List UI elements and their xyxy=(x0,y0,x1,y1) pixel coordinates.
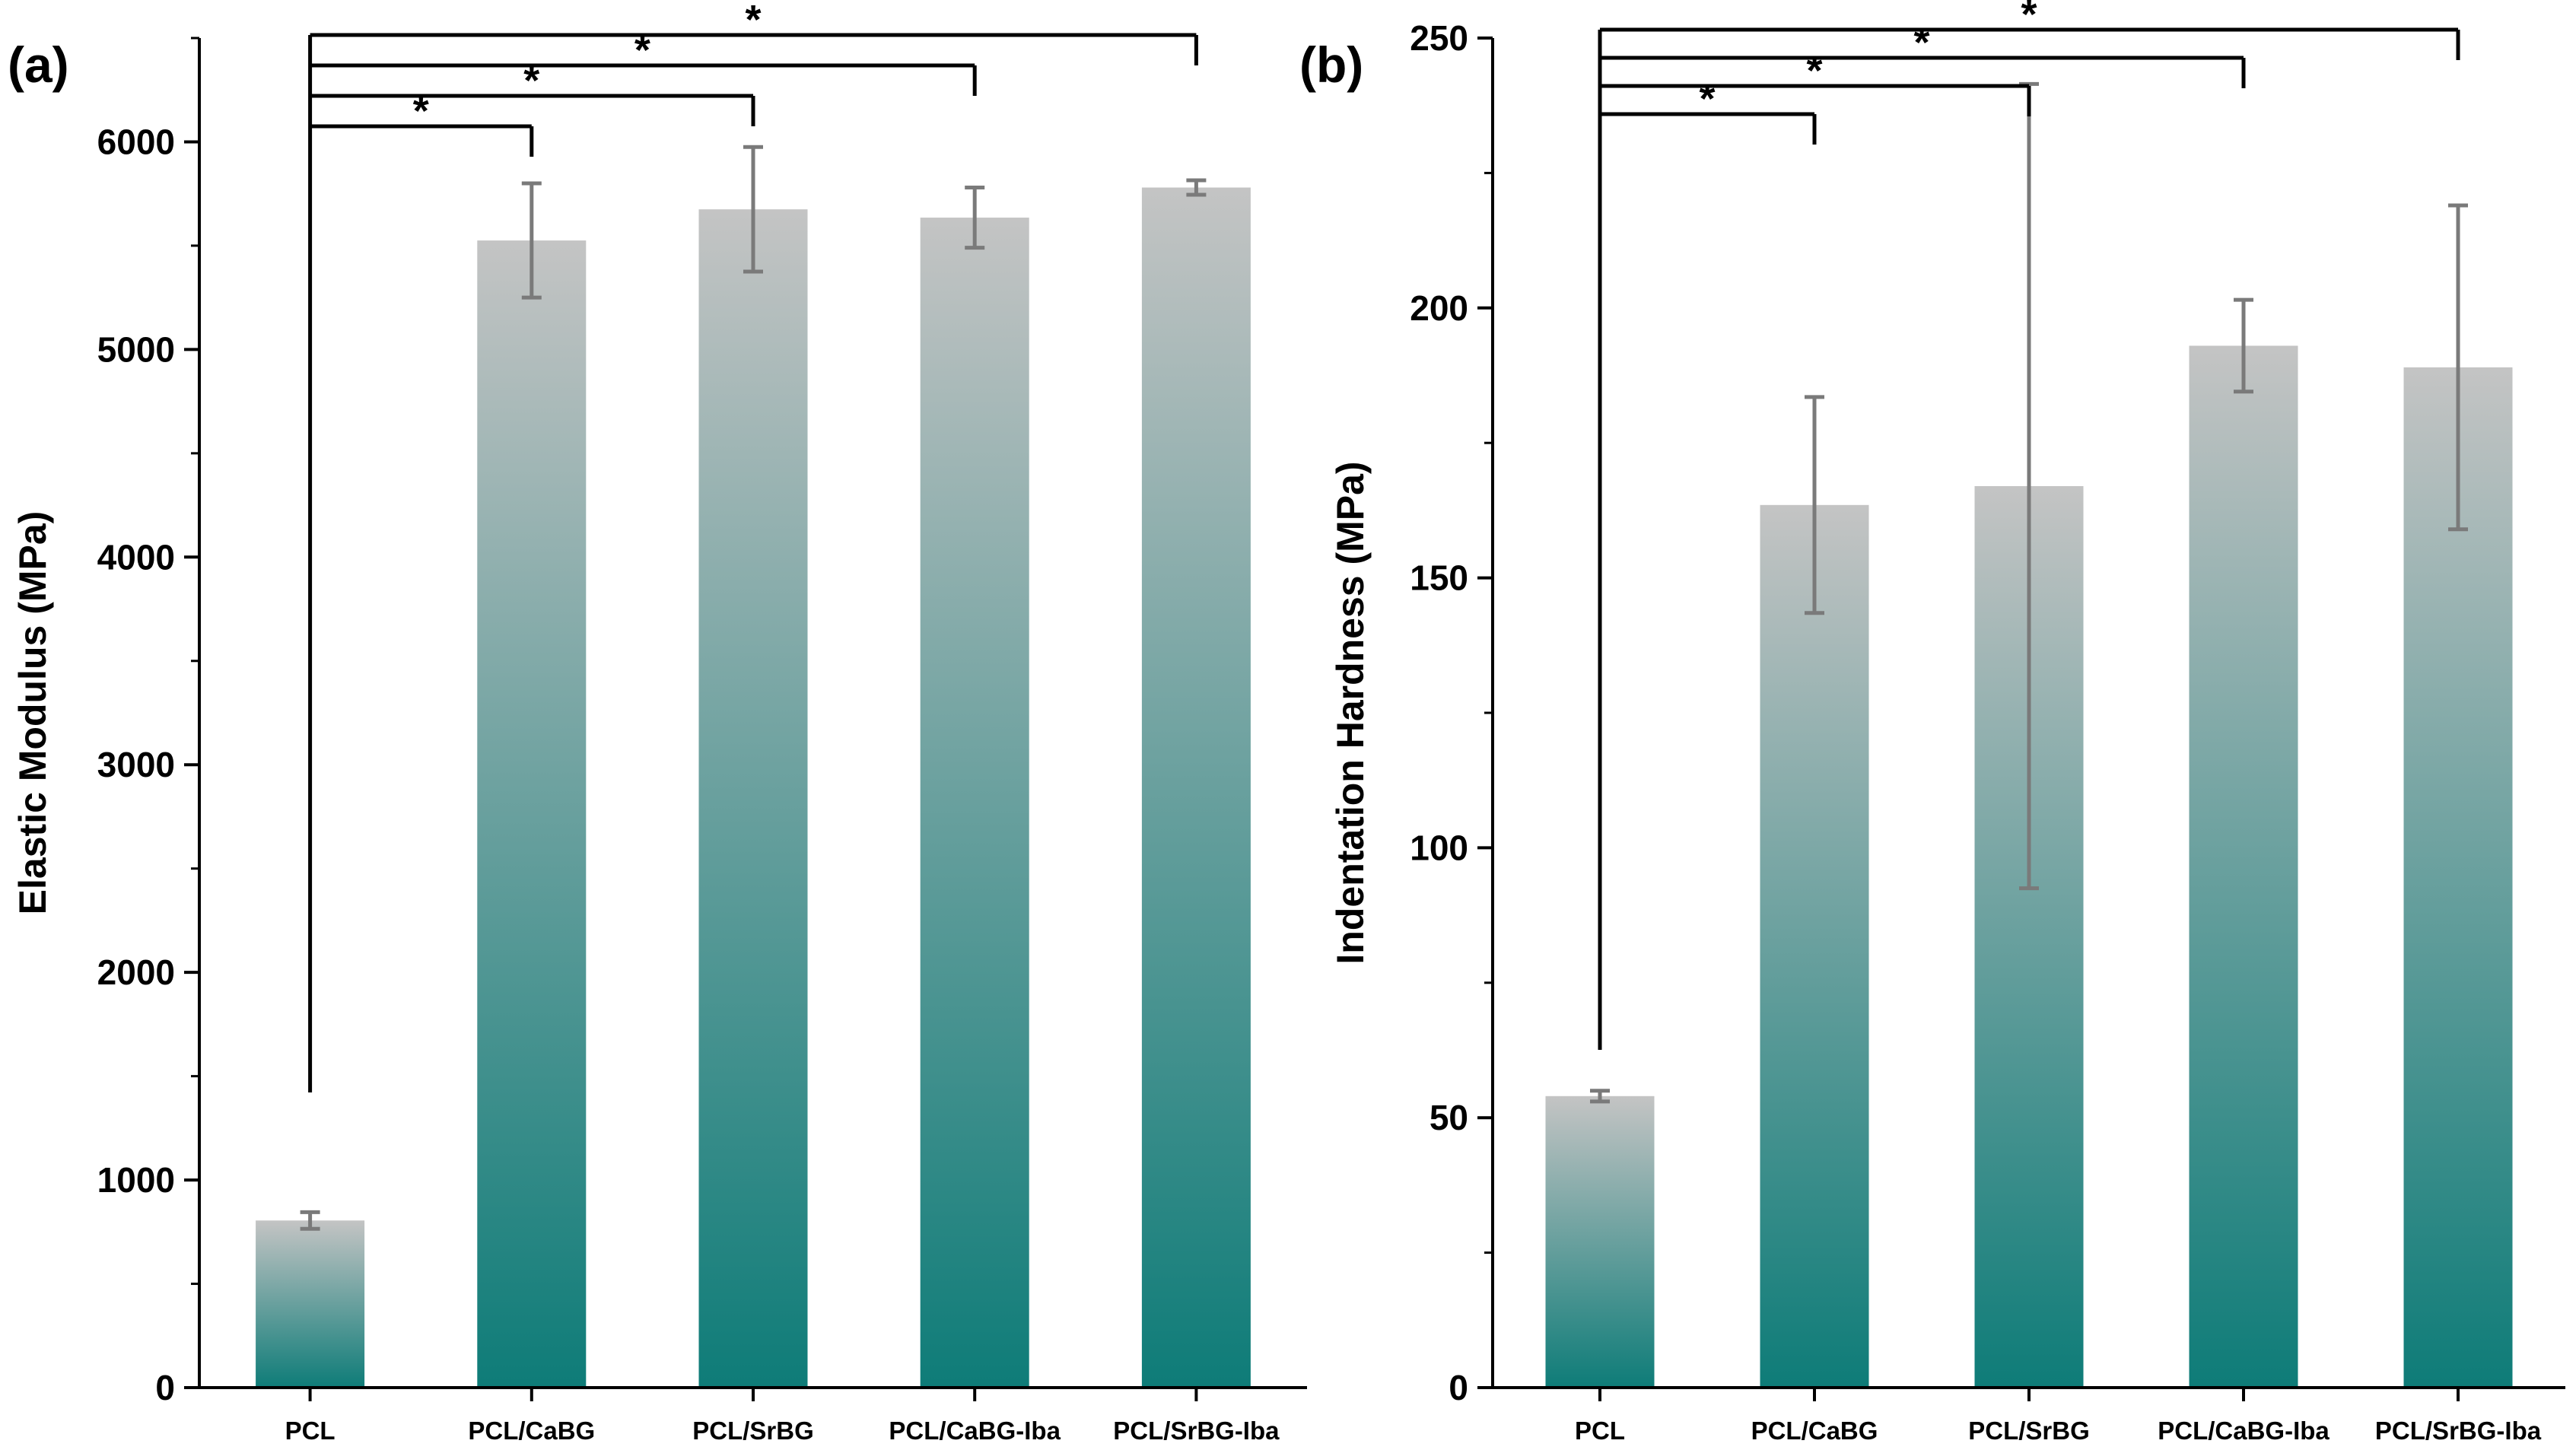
bar-pcl-cabg-iba xyxy=(2189,345,2298,1388)
x-tick-label: PCL/SrBG xyxy=(1968,1417,2090,1445)
x-tick-label: PCL/CaBG-Iba xyxy=(889,1417,1061,1445)
error-bar xyxy=(1805,395,1824,615)
x-tick-label: PCL/SrBG xyxy=(692,1417,814,1445)
bar-pcl-srbg-iba xyxy=(1141,187,1251,1388)
y-axis-label: Elastic Modulus (MPa) xyxy=(11,511,54,915)
y-tick-label: 200 xyxy=(1410,288,1468,328)
y-axis-label: Indentation Hardness (MPa) xyxy=(1329,461,1372,964)
error-bar xyxy=(2019,81,2039,891)
significance-marker: * xyxy=(2021,0,2037,37)
y-tick-label: 100 xyxy=(1410,828,1468,867)
significance-marker: * xyxy=(745,0,761,43)
error-bar xyxy=(965,186,985,250)
error-bar xyxy=(2234,297,2253,394)
bar-pcl-srbg-iba xyxy=(2403,367,2513,1388)
significance-marker: * xyxy=(413,88,429,134)
x-tick-label: PCL/CaBG xyxy=(1751,1417,1878,1445)
bar-pcl-cabg xyxy=(1760,504,1869,1388)
bar-pcl-srbg xyxy=(698,209,808,1388)
y-tick-label: 250 xyxy=(1410,18,1468,58)
significance-marker: * xyxy=(523,58,539,103)
error-bar xyxy=(1186,178,1207,197)
panel-label: (b) xyxy=(1299,37,1363,93)
panel-label: (a) xyxy=(8,37,69,93)
y-tick-label: 0 xyxy=(1449,1368,1468,1407)
significance-marker: * xyxy=(1699,76,1715,122)
error-bar xyxy=(300,1210,320,1231)
y-tick-label: 5000 xyxy=(97,329,175,369)
y-tick-label: 6000 xyxy=(97,122,175,161)
y-tick-label: 3000 xyxy=(97,745,175,784)
bar-pcl xyxy=(256,1220,365,1388)
error-bar xyxy=(1590,1089,1610,1104)
error-bar xyxy=(2448,203,2468,532)
chart-panel-a: 0 1000 2000 3000 4000 5000 6000 PCL PCL/CaBG PCL/… xyxy=(8,0,1307,1445)
bar-pcl xyxy=(1545,1095,1655,1388)
error-bar xyxy=(743,145,763,274)
y-tick-label: 2000 xyxy=(97,952,175,992)
x-tick-label: PCL/CaBG-Iba xyxy=(2158,1417,2330,1445)
significance-brackets xyxy=(1598,27,2460,1050)
chart-panel-b: 0 50 100 150 200 250 PCL PCL/CaBG PCL/SrBG PCL/Ca… xyxy=(1299,0,2565,1445)
x-tick-label: PCL/SrBG-Iba xyxy=(2375,1417,2542,1445)
x-tick-label: PCL xyxy=(285,1417,336,1445)
y-tick-label: 4000 xyxy=(97,537,175,577)
y-tick-label: 0 xyxy=(155,1368,175,1407)
bar-pcl-cabg-iba xyxy=(920,218,1029,1388)
x-tick-label: PCL/CaBG xyxy=(468,1417,595,1445)
y-tick-label: 1000 xyxy=(97,1160,175,1200)
significance-marker: * xyxy=(1806,48,1822,94)
x-tick-label: PCL/SrBG-Iba xyxy=(1113,1417,1280,1445)
y-tick-label: 50 xyxy=(1430,1098,1468,1137)
error-bar xyxy=(521,181,542,300)
significance-marker: * xyxy=(1913,20,1929,65)
significance-marker: * xyxy=(634,27,650,73)
bar-pcl-cabg xyxy=(477,240,587,1388)
x-tick-label: PCL xyxy=(1575,1417,1625,1445)
significance-brackets xyxy=(308,33,1198,1092)
y-tick-label: 150 xyxy=(1410,558,1468,598)
